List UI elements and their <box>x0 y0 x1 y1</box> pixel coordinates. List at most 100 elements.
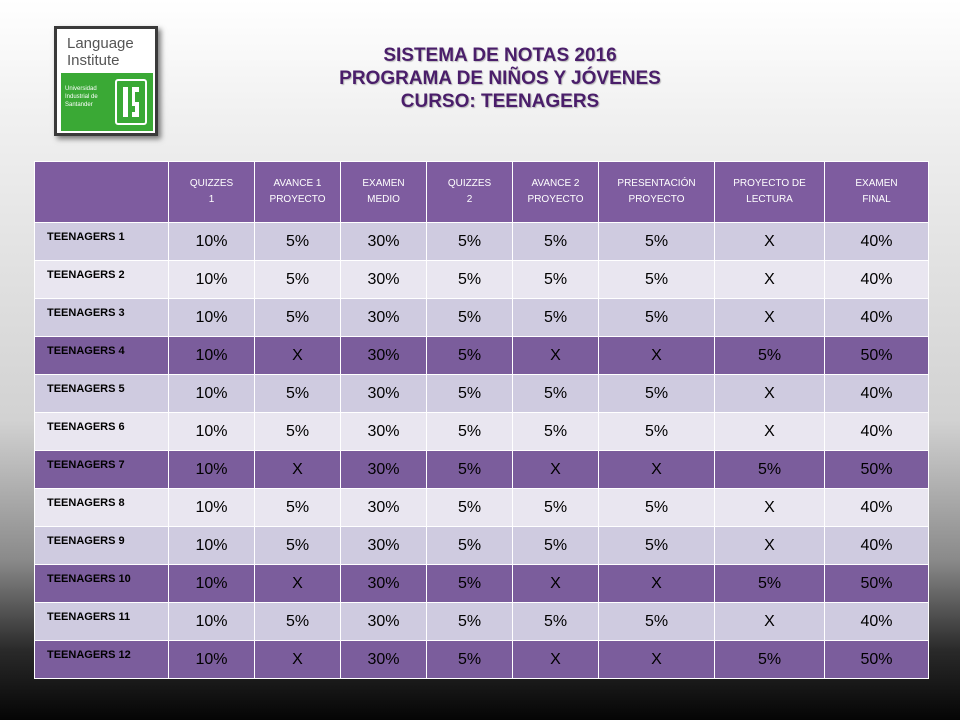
table-cell: 5% <box>426 602 513 641</box>
table-row: TEENAGERS 9 10% 5% 30% 5% 5% 5% X 40% <box>34 526 929 565</box>
table-cell: 5% <box>426 412 513 451</box>
column-header: EXAMEN MEDIO <box>340 161 427 223</box>
table-cell: 5% <box>512 260 599 299</box>
table-cell: 5% <box>512 602 599 641</box>
table-cell: 5% <box>254 602 341 641</box>
table-cell: 30% <box>340 298 427 337</box>
table-cell: 5% <box>598 412 715 451</box>
table-cell: X <box>598 450 715 489</box>
table-cell: X <box>714 602 825 641</box>
table-cell: 5% <box>254 526 341 565</box>
table-cell: 5% <box>714 564 825 603</box>
table-cell: X <box>714 488 825 527</box>
table-cell: X <box>714 526 825 565</box>
row-label: TEENAGERS 1 <box>34 222 169 261</box>
table-cell: 30% <box>340 374 427 413</box>
table-cell: 5% <box>254 488 341 527</box>
table-cell: 5% <box>512 374 599 413</box>
table-row: TEENAGERS 5 10% 5% 30% 5% 5% 5% X 40% <box>34 374 929 413</box>
row-label: TEENAGERS 2 <box>34 260 169 299</box>
table-row: TEENAGERS 12 10% X 30% 5% X X 5% 50% <box>34 640 929 679</box>
table-cell: 5% <box>426 564 513 603</box>
table-row: TEENAGERS 1 10% 5% 30% 5% 5% 5% X 40% <box>34 222 929 261</box>
row-label: TEENAGERS 10 <box>34 564 169 603</box>
table-cell: 30% <box>340 222 427 261</box>
table-cell: X <box>714 374 825 413</box>
table-cell: 5% <box>598 222 715 261</box>
table-cell: X <box>512 640 599 679</box>
table-cell: 5% <box>714 640 825 679</box>
table-cell: 40% <box>824 488 929 527</box>
table-cell: X <box>598 564 715 603</box>
row-label: TEENAGERS 8 <box>34 488 169 527</box>
table-cell: X <box>512 564 599 603</box>
table-cell: 40% <box>824 298 929 337</box>
table-cell: 5% <box>512 298 599 337</box>
table-cell: X <box>254 450 341 489</box>
table-cell: 40% <box>824 412 929 451</box>
table-cell: 5% <box>512 488 599 527</box>
table-cell: 5% <box>512 526 599 565</box>
table-cell: 30% <box>340 640 427 679</box>
row-label: TEENAGERS 3 <box>34 298 169 337</box>
table-cell: 5% <box>254 260 341 299</box>
table-row: TEENAGERS 7 10% X 30% 5% X X 5% 50% <box>34 450 929 489</box>
row-label: TEENAGERS 7 <box>34 450 169 489</box>
row-label: TEENAGERS 5 <box>34 374 169 413</box>
logo-title: Language Institute <box>67 35 134 69</box>
table-cell: 30% <box>340 260 427 299</box>
table-cell: 10% <box>168 526 255 565</box>
column-header: AVANCE 2 PROYECTO <box>512 161 599 223</box>
table-cell: 5% <box>254 374 341 413</box>
grades-table: QUIZZES 1 AVANCE 1 PROYECTO EXAMEN MEDIO QU… <box>34 161 929 679</box>
table-cell: 5% <box>598 488 715 527</box>
table-cell: 10% <box>168 412 255 451</box>
table-cell: 5% <box>426 260 513 299</box>
title-line-1: SISTEMA DE NOTAS 2016 <box>383 45 617 66</box>
table-row: TEENAGERS 11 10% 5% 30% 5% 5% 5% X 40% <box>34 602 929 641</box>
column-header: AVANCE 1 PROYECTO <box>254 161 341 223</box>
table-row: TEENAGERS 6 10% 5% 30% 5% 5% 5% X 40% <box>34 412 929 451</box>
table-cell: 5% <box>714 450 825 489</box>
table-cell: 10% <box>168 640 255 679</box>
table-cell: 10% <box>168 336 255 375</box>
page-title-block: SISTEMA DE NOTAS 2016 PROGRAMA DE NIÑOS … <box>220 44 780 113</box>
table-cell: 50% <box>824 640 929 679</box>
table-cell: 10% <box>168 488 255 527</box>
title-line-2: PROGRAMA DE NIÑOS Y JÓVENES <box>339 68 661 89</box>
table-cell: 5% <box>426 488 513 527</box>
table-cell: 50% <box>824 564 929 603</box>
table-cell: 30% <box>340 526 427 565</box>
table-cell: 10% <box>168 222 255 261</box>
header-corner-cell <box>34 161 169 223</box>
table-cell: 10% <box>168 260 255 299</box>
table-cell: 40% <box>824 602 929 641</box>
table-cell: 30% <box>340 564 427 603</box>
table-cell: 5% <box>426 222 513 261</box>
table-cell: 5% <box>426 374 513 413</box>
table-cell: X <box>254 336 341 375</box>
column-header: PRESENTACIÓN PROYECTO <box>598 161 715 223</box>
table-cell: 30% <box>340 336 427 375</box>
table-cell: X <box>254 564 341 603</box>
table-cell: X <box>254 640 341 679</box>
uis-emblem-icon <box>115 79 147 125</box>
logo-green-panel: Universidad Industrial de Santander <box>61 73 153 131</box>
table-cell: 50% <box>824 336 929 375</box>
table-cell: 5% <box>254 222 341 261</box>
table-cell: X <box>714 298 825 337</box>
table-cell: 40% <box>824 526 929 565</box>
table-cell: 5% <box>512 412 599 451</box>
row-label: TEENAGERS 6 <box>34 412 169 451</box>
table-cell: X <box>512 450 599 489</box>
table-body: TEENAGERS 1 10% 5% 30% 5% 5% 5% X 40% TEENAGERS 2… <box>34 222 929 679</box>
logo-university-text: Universidad Industrial de Santander <box>65 86 98 108</box>
table-cell: 5% <box>598 374 715 413</box>
row-label: TEENAGERS 12 <box>34 640 169 679</box>
row-label: TEENAGERS 11 <box>34 602 169 641</box>
table-cell: 10% <box>168 602 255 641</box>
table-cell: X <box>598 336 715 375</box>
column-header: EXAMEN FINAL <box>824 161 929 223</box>
table-cell: 5% <box>598 260 715 299</box>
table-cell: X <box>714 222 825 261</box>
